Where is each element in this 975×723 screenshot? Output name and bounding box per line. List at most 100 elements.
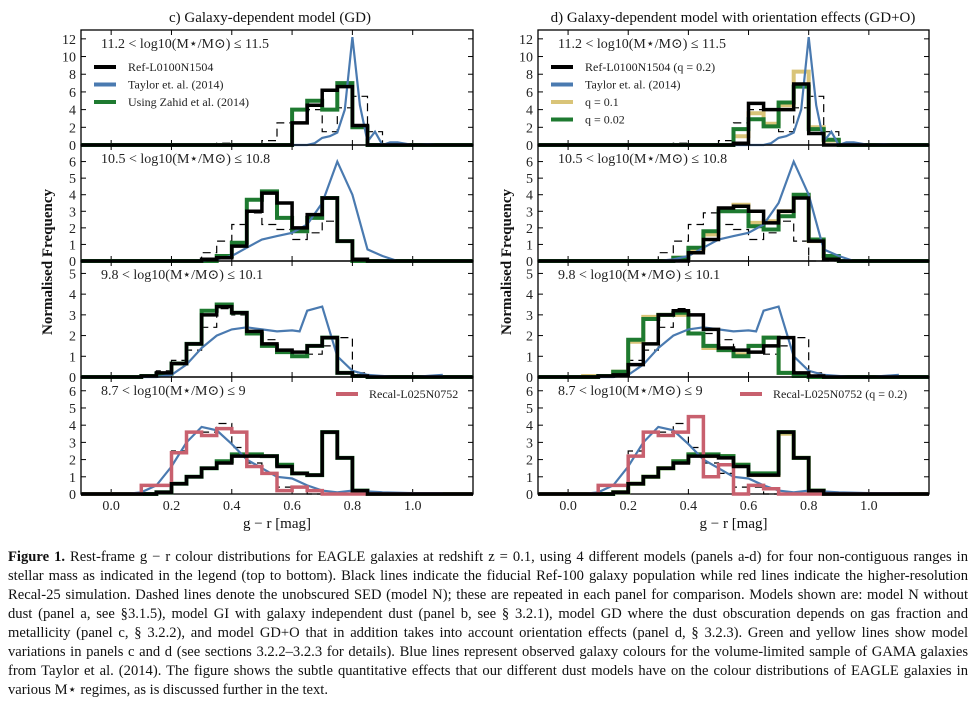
mass-range-label: 8.7 < log10(M⋆/M⊙) ≤ 9 [101, 384, 246, 399]
x-tick-label: 1.0 [860, 499, 878, 514]
y-tick-label: 3 [526, 205, 533, 220]
series-recal-L025N0752 [81, 426, 473, 496]
series-ref-L0100N1504 [81, 304, 473, 379]
y-tick-label: 2 [526, 330, 533, 345]
y-tick-label: 1 [526, 238, 533, 253]
y-tick-label: 4 [69, 189, 76, 204]
series-ref-L0100N1504 [538, 308, 929, 379]
y-tick-label: 2 [69, 454, 76, 469]
series-taylor-2014 [538, 425, 899, 496]
y-tick-label: 2 [526, 454, 533, 469]
y-tick-label: 0 [526, 371, 533, 386]
x-tick-label: 0.2 [619, 499, 637, 514]
mass-range-label: 9.8 < log10(M⋆/M⊙) ≤ 10.1 [558, 268, 720, 283]
y-tick-label: 3 [69, 205, 76, 220]
series-unobscured-dashed [538, 308, 929, 378]
x-tick-label: 0.6 [283, 499, 301, 514]
y-tick-label: 8 [69, 68, 76, 83]
legend-label: Recal-L025N0752 [369, 387, 458, 401]
y-tick-label: 0 [69, 255, 76, 270]
x-tick-label: 0.8 [800, 499, 818, 514]
y-tick-label: 4 [526, 104, 533, 119]
x-axis-label: g − r [mag] [243, 516, 311, 532]
x-tick-label: 0.4 [223, 499, 241, 514]
panel-3: 0 1 2 3 4 5 6 0.0 0.2 0.4 0.6 0.8 1.0 8.7 < log10(M⋆/… [69, 376, 474, 514]
figure-caption: Figure 1. Rest-frame g − r colour distri… [8, 548, 968, 700]
y-tick-label: 0 [69, 371, 76, 386]
panel-3: 0 1 2 3 4 5 6 0.0 0.2 0.4 0.6 0.8 1.0 8.7 < log10(M⋆/… [526, 376, 930, 514]
y-tick-label: 5 [526, 172, 533, 187]
y-tick-label: 4 [69, 419, 76, 434]
y-tick-label: 5 [526, 402, 533, 417]
panel-2: 0 1 2 3 4 5 9.8 < log10(M⋆/M⊙) ≤ 10.1 [526, 260, 930, 386]
legend-label: Taylor et. al. (2014) [128, 78, 223, 92]
y-tick-label: 6 [69, 86, 76, 101]
series-green [538, 310, 929, 379]
legend-label: Using Zahid et al. (2014) [128, 95, 249, 109]
y-tick-label: 3 [526, 436, 533, 451]
y-tick-label: 2 [526, 121, 533, 136]
caption-label: Figure 1. [8, 549, 66, 565]
y-tick-label: 4 [69, 288, 76, 303]
mass-range-label: 9.8 < log10(M⋆/M⊙) ≤ 10.1 [101, 268, 263, 283]
y-tick-label: 0 [526, 139, 533, 154]
y-tick-label: 10 [519, 51, 533, 66]
panel-2: 0 1 2 3 4 5 9.8 < log10(M⋆/M⊙) ≤ 10.1 [69, 260, 474, 386]
series-taylor-2014 [141, 305, 443, 379]
y-tick-label: 5 [69, 172, 76, 187]
panel-0: 0 2 4 6 8 10 12 11.2 < log10(M⋆/M⊙) ≤ 11.5 Ref-L… [62, 29, 474, 154]
legend-label: q = 0.1 [585, 95, 619, 109]
panel-frame [80, 376, 474, 495]
y-tick-label: 3 [526, 309, 533, 324]
y-tick-label: 4 [526, 189, 533, 204]
y-tick-label: 4 [69, 104, 76, 119]
y-tick-label: 4 [526, 288, 533, 303]
series-ref-L0100N1504 [81, 191, 473, 263]
y-tick-label: 3 [69, 436, 76, 451]
y-tick-label: 1 [526, 471, 533, 486]
y-tick-label: 1 [69, 471, 76, 486]
y-tick-label: 5 [69, 402, 76, 417]
series-recal-L025N0752 [538, 414, 929, 496]
y-axis-label: Normalised Frequency [40, 189, 56, 335]
mass-range-label: 10.5 < log10(M⋆/M⊙) ≤ 10.8 [101, 152, 270, 167]
legend-label: Ref-L0100N1504 (q = 0.2) [585, 60, 715, 74]
x-axis-label: g − r [mag] [699, 516, 767, 532]
y-tick-label: 3 [69, 309, 76, 324]
y-tick-label: 1 [526, 350, 533, 365]
x-tick-label: 0.8 [344, 499, 362, 514]
y-axis-label: Normalised Frequency [499, 189, 515, 335]
chart-title: d) Galaxy-dependent model with orientati… [551, 10, 916, 26]
series-ref-L0100N1504 [81, 430, 473, 496]
series-green [81, 302, 473, 379]
y-tick-label: 8 [526, 68, 533, 83]
y-tick-label: 5 [69, 267, 76, 282]
y-tick-label: 2 [69, 222, 76, 237]
y-tick-label: 6 [526, 156, 533, 171]
y-tick-label: 10 [62, 51, 76, 66]
legend-label: Recal-L025N0752 (q = 0.2) [773, 387, 907, 401]
y-tick-label: 2 [69, 121, 76, 136]
y-tick-label: 0 [69, 139, 76, 154]
y-tick-label: 12 [62, 33, 76, 48]
mass-range-label: 11.2 < log10(M⋆/M⊙) ≤ 11.5 [101, 37, 269, 52]
y-tick-label: 1 [69, 238, 76, 253]
x-tick-label: 0.0 [102, 499, 120, 514]
panel-1: 0 12 34 56 10.5 < log10(M⋆/M⊙) ≤ 10.8 [526, 144, 930, 270]
y-tick-label: 2 [526, 222, 533, 237]
y-tick-label: 6 [526, 86, 533, 101]
y-tick-label: 1 [69, 350, 76, 365]
chart-title: c) Galaxy-dependent model (GD) [169, 10, 371, 26]
legend-label: Taylor et. al. (2014) [585, 78, 680, 92]
legend-label: Ref-L0100N1504 [128, 60, 213, 74]
x-tick-label: 0.0 [559, 499, 577, 514]
series-taylor-2014 [81, 425, 443, 496]
caption-text: Rest-frame g − r colour distributions fo… [8, 549, 968, 698]
x-tick-label: 0.2 [163, 499, 181, 514]
series-taylor-2014 [673, 36, 899, 147]
mass-range-label: 8.7 < log10(M⋆/M⊙) ≤ 9 [558, 384, 703, 399]
series-ref-L0100N1504 [538, 430, 929, 496]
y-tick-label: 6 [526, 385, 533, 400]
